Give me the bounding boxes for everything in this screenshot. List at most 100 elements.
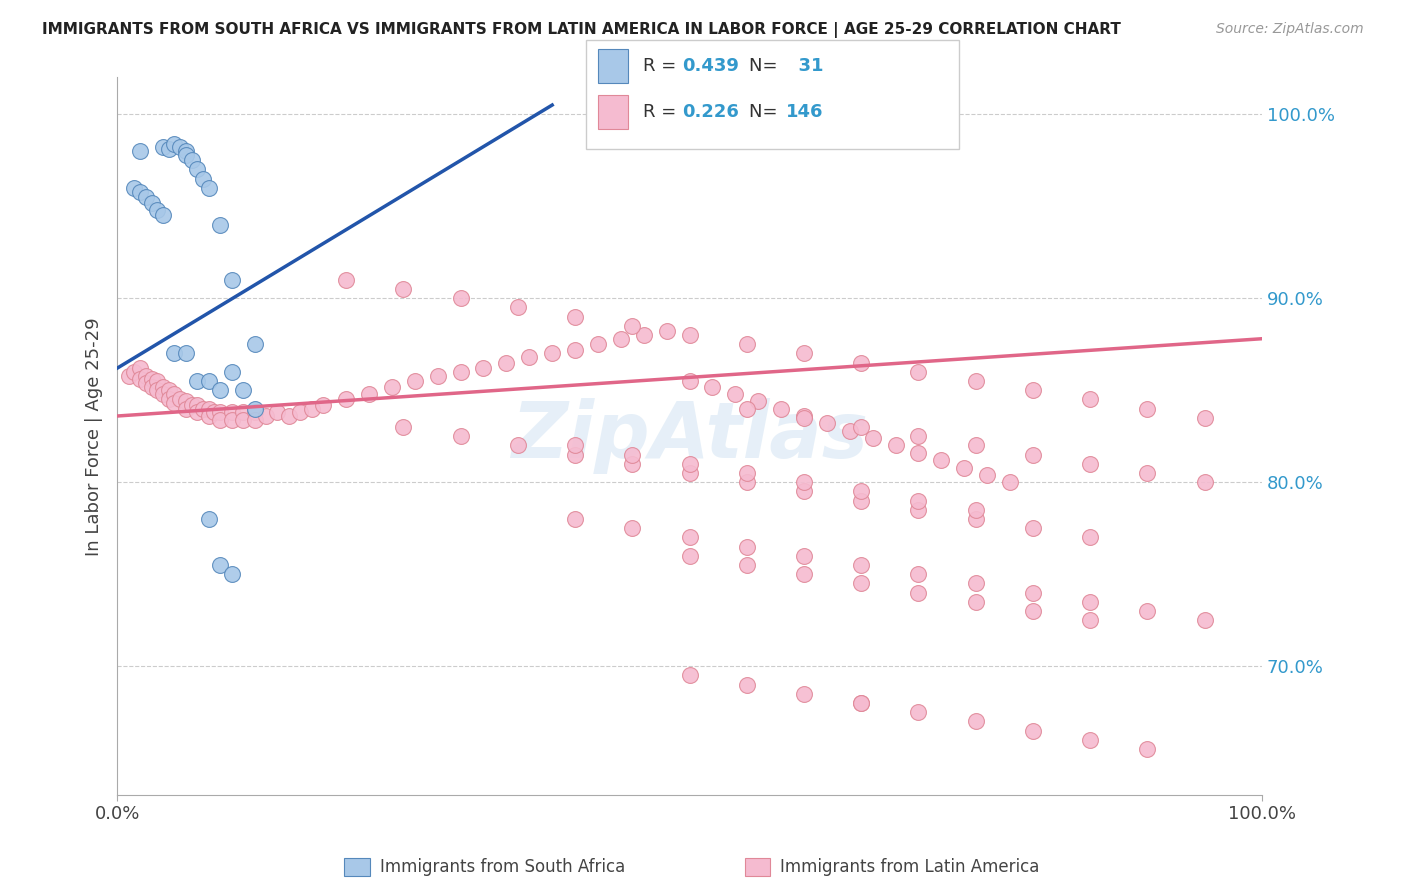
Point (141, 372, 163, 386)
Point (243, 413, 266, 427)
Point (1078, 457, 1101, 471)
Point (169, 392, 191, 407)
Point (243, 401, 266, 416)
Point (243, 337, 266, 351)
Text: R =: R = (643, 103, 682, 121)
Point (301, 401, 323, 416)
Point (141, 379, 163, 393)
Point (1194, 410, 1216, 425)
Point (621, 521, 644, 535)
Point (426, 368, 449, 383)
Point (197, 181, 219, 195)
Point (232, 384, 254, 398)
Point (907, 585, 929, 599)
Point (621, 448, 644, 462)
Text: 146: 146 (786, 103, 824, 121)
Point (197, 409, 219, 423)
Point (1078, 595, 1101, 609)
Point (735, 401, 758, 416)
Point (135, 190, 157, 204)
Point (1022, 723, 1045, 738)
Point (174, 401, 197, 416)
Point (735, 540, 758, 554)
Point (735, 678, 758, 692)
Point (907, 705, 929, 719)
Point (357, 387, 380, 401)
Text: Source: ZipAtlas.com: Source: ZipAtlas.com (1216, 22, 1364, 37)
Point (266, 405, 288, 419)
Point (254, 409, 277, 423)
Point (884, 438, 907, 452)
Point (129, 372, 152, 386)
Point (907, 567, 929, 582)
Point (851, 356, 873, 370)
Point (838, 424, 860, 438)
Point (174, 144, 197, 158)
Point (186, 162, 208, 177)
Point (180, 398, 202, 412)
Point (290, 405, 312, 419)
Text: IMMIGRANTS FROM SOUTH AFRICA VS IMMIGRANTS FROM LATIN AMERICA IN LABOR FORCE | A: IMMIGRANTS FROM SOUTH AFRICA VS IMMIGRAN… (42, 22, 1121, 38)
Point (124, 365, 146, 379)
Point (678, 457, 700, 471)
Point (735, 337, 758, 351)
Point (209, 413, 232, 427)
Point (152, 209, 174, 223)
Point (163, 346, 186, 360)
Point (735, 558, 758, 572)
Point (135, 376, 157, 390)
Point (124, 181, 146, 195)
Text: Immigrants from South Africa: Immigrants from South Africa (380, 858, 624, 876)
Point (793, 475, 815, 490)
Point (1078, 531, 1101, 545)
Text: N=: N= (749, 57, 783, 75)
Point (174, 147, 197, 161)
Point (965, 438, 987, 452)
Point (678, 374, 700, 388)
Point (152, 140, 174, 154)
Point (965, 714, 987, 729)
Point (277, 409, 299, 423)
Point (157, 384, 180, 398)
Point (965, 512, 987, 526)
Point (564, 310, 586, 324)
Point (541, 346, 564, 360)
Point (678, 531, 700, 545)
Point (678, 466, 700, 480)
Point (793, 409, 815, 423)
Point (180, 153, 202, 168)
Point (450, 429, 472, 443)
Point (517, 350, 540, 364)
Point (312, 398, 335, 412)
Point (564, 438, 586, 452)
Point (998, 475, 1021, 490)
Point (191, 171, 214, 186)
Point (1194, 475, 1216, 490)
Point (851, 696, 873, 710)
Text: Immigrants from Latin America: Immigrants from Latin America (780, 858, 1039, 876)
Point (146, 202, 169, 217)
Y-axis label: In Labor Force | Age 25-29: In Labor Force | Age 25-29 (86, 317, 103, 556)
Point (1022, 521, 1045, 535)
Point (209, 384, 232, 398)
Point (851, 420, 873, 434)
Point (953, 460, 976, 475)
Point (129, 185, 152, 199)
Point (976, 467, 998, 482)
Point (1022, 585, 1045, 599)
Point (169, 140, 191, 154)
Point (678, 549, 700, 563)
Point (221, 567, 243, 582)
Point (186, 398, 208, 412)
Point (851, 576, 873, 591)
Point (186, 374, 208, 388)
Point (1136, 742, 1159, 756)
Point (197, 512, 219, 526)
Point (157, 142, 180, 156)
Point (392, 420, 415, 434)
Point (197, 374, 219, 388)
Point (209, 558, 232, 572)
Point (197, 401, 219, 416)
Point (174, 394, 197, 409)
Point (1136, 401, 1159, 416)
